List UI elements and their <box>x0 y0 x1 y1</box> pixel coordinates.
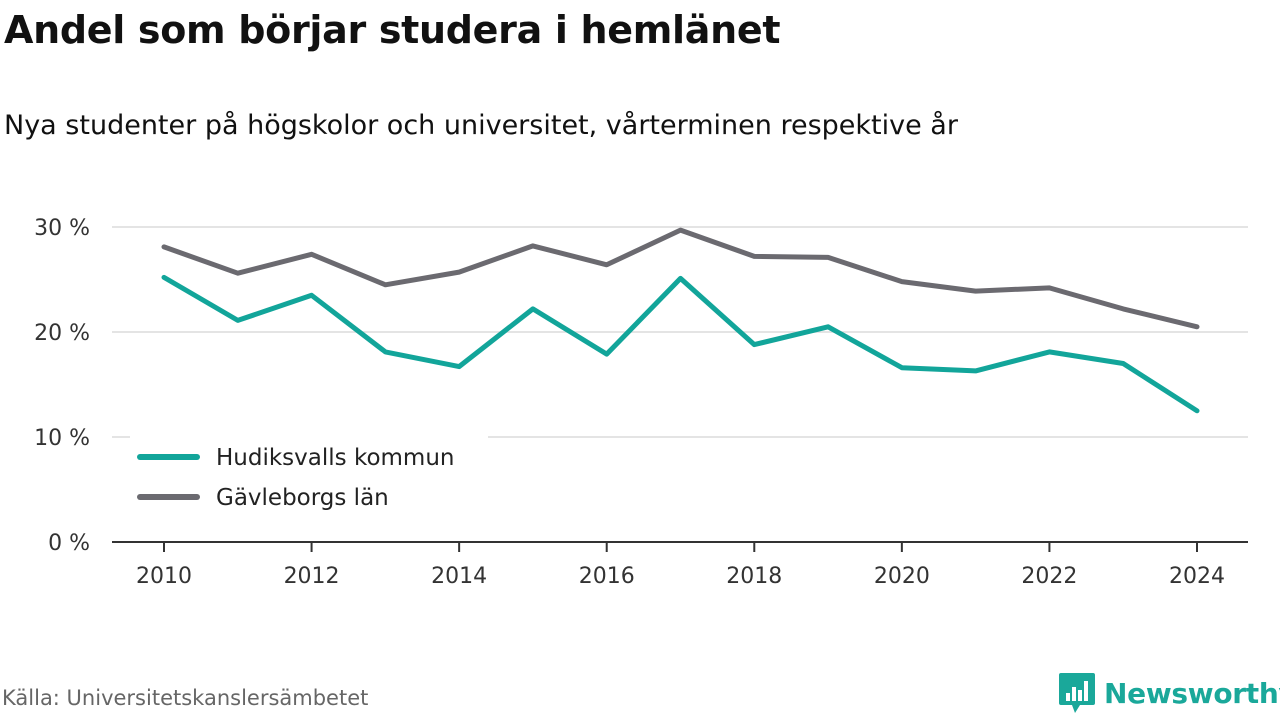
y-axis: 0 % 10 % 20 % 30 % <box>34 216 90 556</box>
x-axis: 2010 2012 2014 2016 2018 2020 2022 2024 <box>112 541 1248 589</box>
x-tick-label: 2018 <box>726 564 782 589</box>
series-line-1 <box>161 227 1200 330</box>
legend-background <box>130 436 488 520</box>
newsworthy-logo-icon <box>1059 673 1095 713</box>
x-tick-label: 2022 <box>1021 564 1077 589</box>
x-tick-label: 2024 <box>1169 564 1225 589</box>
series-line-0 <box>161 274 1200 414</box>
x-tick-label: 2010 <box>136 564 192 589</box>
source-note: Källa: Universitetskanslersämbetet <box>2 686 369 710</box>
x-tick-label: 2012 <box>284 564 340 589</box>
chart-subtitle: Nya studenter på högskolor och universit… <box>4 110 958 141</box>
brand-name: Newsworthy <box>1104 676 1280 710</box>
y-tick-label: 20 % <box>34 321 90 346</box>
legend: Hudiksvalls kommun Gävleborgs län <box>130 436 488 520</box>
legend-label-1: Gävleborgs län <box>216 485 389 511</box>
y-tick-label: 0 % <box>48 531 90 556</box>
chart-title: Andel som börjar studera i hemlänet <box>4 8 781 52</box>
x-tick-label: 2016 <box>579 564 635 589</box>
legend-label-0: Hudiksvalls kommun <box>216 445 454 471</box>
y-tick-label: 10 % <box>34 426 90 451</box>
y-tick-label: 30 % <box>34 216 90 241</box>
x-tick-label: 2020 <box>874 564 930 589</box>
gridlines <box>112 226 1248 438</box>
x-tick-label: 2014 <box>431 564 487 589</box>
brand-logo: Newsworthy <box>1058 670 1280 716</box>
series-lines <box>161 227 1200 414</box>
